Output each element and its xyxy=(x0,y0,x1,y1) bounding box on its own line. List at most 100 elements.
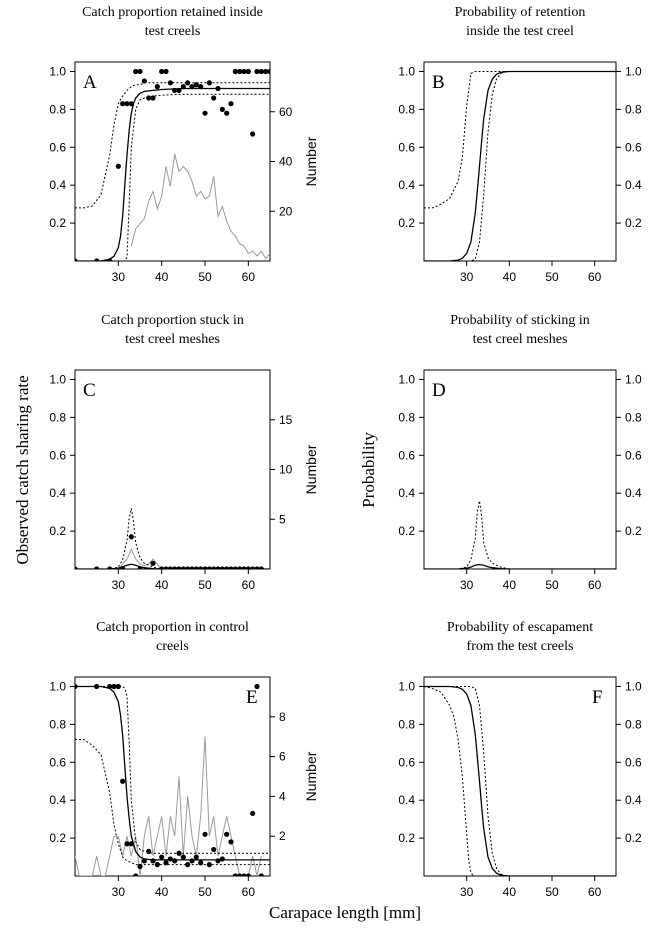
data-point xyxy=(176,566,182,569)
y-tick-label: 0.6 xyxy=(398,140,415,154)
data-point xyxy=(185,80,191,86)
data-point xyxy=(150,560,156,566)
panel-f: Probability of escapament from the test c… xyxy=(398,620,642,899)
panel-letter: C xyxy=(83,380,96,401)
data-point xyxy=(228,839,234,845)
fit-line xyxy=(424,685,616,876)
y-tick-label: 0.8 xyxy=(398,717,415,731)
data-point xyxy=(219,856,225,862)
data-point xyxy=(120,566,126,569)
data-point xyxy=(150,858,156,864)
data-point xyxy=(176,87,182,94)
y-tick-label-right: 0.2 xyxy=(625,524,642,538)
data-point xyxy=(180,566,186,569)
y-tick-label: 0.6 xyxy=(398,448,415,462)
panel-title-line: Catch proportion stuck in xyxy=(101,313,244,328)
data-point xyxy=(180,854,186,860)
y-tick-label-right: 1.0 xyxy=(625,64,642,78)
x-tick-label: 50 xyxy=(198,578,212,592)
secondary-tick-label: 60 xyxy=(279,105,293,119)
secondary-tick-label: 5 xyxy=(279,512,286,526)
data-point xyxy=(115,683,121,690)
data-point xyxy=(128,101,134,107)
x-tick-label: 30 xyxy=(112,578,126,592)
data-point xyxy=(124,841,130,847)
plot-area xyxy=(75,683,270,876)
plot-area xyxy=(424,70,616,261)
panel-title-line: Probability of sticking in xyxy=(450,313,590,328)
x-tick-label: 50 xyxy=(545,578,559,592)
data-point xyxy=(198,860,204,866)
data-point xyxy=(245,873,251,876)
y-tick-label-right: 0.4 xyxy=(625,178,642,192)
data-point xyxy=(163,860,169,866)
x-tick-label: 30 xyxy=(112,885,126,899)
data-point xyxy=(237,566,243,569)
data-point xyxy=(150,95,156,101)
data-point xyxy=(128,534,134,540)
fit-line xyxy=(75,563,270,569)
ci-upper-line xyxy=(75,82,270,209)
data-point xyxy=(154,862,160,868)
data-point xyxy=(232,566,238,569)
data-point xyxy=(254,68,260,75)
data-point xyxy=(198,84,204,90)
panel-title-line: creels xyxy=(156,639,189,654)
panel-d: Probability of sticking in test creel mes… xyxy=(398,313,642,592)
data-point xyxy=(137,68,143,75)
data-point xyxy=(241,68,247,75)
x-tick-label: 50 xyxy=(198,885,212,899)
y-tick-label: 0.4 xyxy=(49,486,66,500)
data-point xyxy=(202,831,208,837)
data-point xyxy=(94,258,100,261)
data-point xyxy=(94,566,100,569)
y-tick-label: 0.2 xyxy=(398,831,415,845)
data-point xyxy=(258,566,264,569)
x-tick-label: 60 xyxy=(242,578,256,592)
y-tick-label: 1.0 xyxy=(398,372,415,386)
x-tick-label: 60 xyxy=(242,270,256,284)
panel-title-line: Catch proportion retained inside xyxy=(82,5,263,20)
data-point xyxy=(189,84,195,90)
data-point xyxy=(185,862,191,868)
data-point xyxy=(224,566,230,569)
data-point xyxy=(198,566,204,569)
y-tick-label: 0.2 xyxy=(49,216,66,230)
y-tick-label-right: 0.4 xyxy=(625,486,642,500)
y-tick-label: 0.8 xyxy=(398,410,415,424)
data-point xyxy=(189,858,195,864)
secondary-tick-label: 20 xyxy=(279,204,293,218)
y-tick-label: 0.2 xyxy=(49,831,66,845)
panel-letter: E xyxy=(246,687,258,708)
data-point xyxy=(167,80,173,86)
data-point xyxy=(241,873,247,876)
data-point xyxy=(159,854,165,860)
data-point xyxy=(111,683,117,690)
panel-letter: F xyxy=(592,687,603,708)
panel-b: Probability of retention inside the test … xyxy=(398,5,642,284)
data-point xyxy=(124,101,130,107)
counts-series-line xyxy=(75,547,270,569)
plot-frame xyxy=(74,676,271,877)
panel-a: Catch proportion retained inside test cre… xyxy=(49,5,319,284)
data-point xyxy=(128,841,134,847)
data-point xyxy=(254,683,260,690)
plot-frame xyxy=(74,369,271,570)
data-point xyxy=(245,68,251,75)
data-point xyxy=(75,566,78,569)
data-point xyxy=(237,68,243,75)
data-point xyxy=(75,258,78,261)
panel-title-line: test creel meshes xyxy=(125,332,220,347)
data-point xyxy=(159,68,165,75)
x-tick-label: 60 xyxy=(588,270,602,284)
secondary-tick-label: 2 xyxy=(279,829,286,843)
y-axis-title-left: Observed catch sharing rate xyxy=(13,375,32,564)
data-point xyxy=(211,566,217,569)
x-tick-label: 40 xyxy=(155,270,169,284)
y-tick-label: 1.0 xyxy=(49,679,66,693)
y-tick-label: 0.6 xyxy=(49,140,66,154)
panel-title-line: inside the test creel xyxy=(466,24,574,39)
y-axis-title-right: Probability xyxy=(359,432,378,508)
ci-upper-line xyxy=(424,71,616,209)
